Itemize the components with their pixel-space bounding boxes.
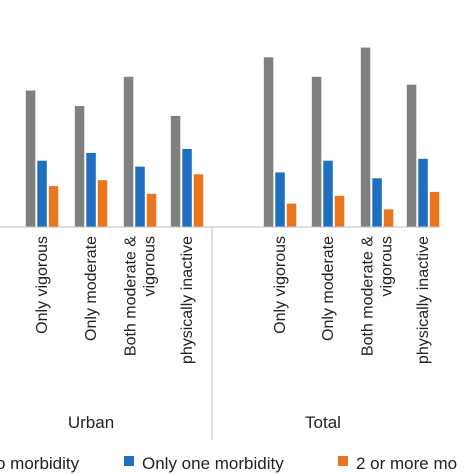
group-labels-layer: Urban Total — [68, 227, 341, 440]
bar-2-cat-4 — [182, 149, 192, 227]
bar-2-cat-6 — [323, 160, 333, 227]
bar-1-cat-2 — [74, 106, 85, 227]
bar-1-cat-4 — [170, 115, 181, 227]
legend-swatch — [338, 456, 348, 466]
x-tick-label: Only vigorous — [272, 236, 289, 334]
legend-swatch — [124, 456, 134, 466]
x-tick-label: vigorous — [142, 236, 159, 296]
bar-3-cat-2 — [97, 180, 108, 227]
x-tick-label: Only vigorous — [34, 236, 51, 334]
x-tick-label: Only moderate — [83, 236, 100, 341]
bar-3-cat-7 — [383, 209, 394, 227]
bar-1-cat-7 — [360, 47, 371, 227]
x-tick-label: physically inactive — [179, 236, 196, 364]
bar-2-cat-8 — [418, 158, 428, 228]
bars-layer — [25, 47, 440, 228]
bar-1-cat-3 — [123, 76, 134, 227]
legend-label: Only one morbidity — [142, 454, 284, 473]
tick-labels-layer: Only vigorous Only moderate Both moderate … — [34, 236, 432, 364]
bar-3-cat-4 — [193, 174, 204, 227]
bar-1-cat-8 — [406, 84, 417, 227]
bar-3-cat-6 — [334, 195, 345, 227]
group-label: Urban — [68, 413, 114, 432]
x-tick-label: Both moderate & — [360, 236, 377, 356]
bar-3-cat-1 — [48, 186, 59, 227]
bar-2-cat-7 — [372, 178, 382, 228]
x-tick-label: physically inactive — [415, 236, 432, 364]
x-tick-label: Only moderate — [320, 236, 337, 341]
bar-1-cat-6 — [311, 76, 322, 227]
group-label: Total — [305, 413, 341, 432]
bar-3-cat-3 — [146, 193, 157, 227]
x-tick-label: vigorous — [379, 236, 396, 296]
bar-1-cat-5 — [263, 57, 274, 227]
legend: o morbidity Only one morbidity 2 or more m… — [0, 454, 457, 473]
bar-2-cat-3 — [135, 166, 145, 227]
bar-1-cat-1 — [25, 90, 36, 227]
legend-label: o morbidity — [0, 454, 80, 473]
bar-3-cat-8 — [429, 191, 440, 227]
bar-2-cat-1 — [37, 160, 47, 227]
bar-2-cat-5 — [275, 172, 285, 227]
x-tick-label: Both moderate & — [123, 236, 140, 356]
legend-label: 2 or more mo — [356, 454, 457, 473]
bar-2-cat-2 — [86, 152, 96, 227]
bar-3-cat-5 — [286, 203, 297, 227]
